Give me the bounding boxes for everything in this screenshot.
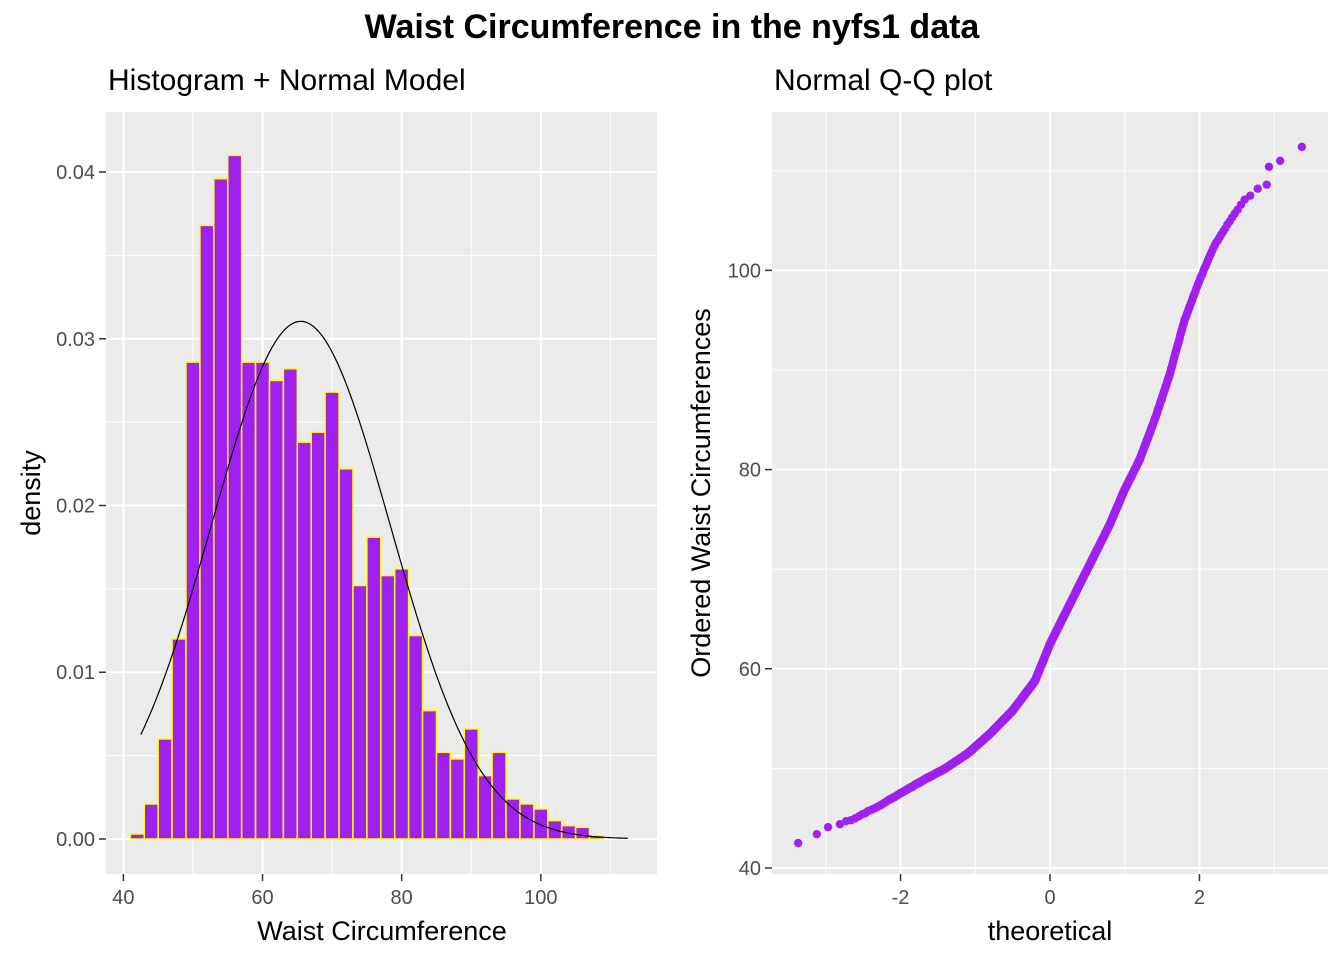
histogram-bar xyxy=(519,803,535,840)
qq-point xyxy=(1246,191,1255,200)
histogram-bar xyxy=(338,468,354,840)
y-tick-label: 0.02 xyxy=(56,496,95,518)
histogram-subtitle: Histogram + Normal Model xyxy=(108,64,466,97)
figure-title: Waist Circumference in the nyfs1 data xyxy=(365,8,981,46)
histogram-bar xyxy=(393,568,410,840)
qq-point xyxy=(823,822,833,832)
histogram-bar xyxy=(491,751,507,840)
histogram-bar xyxy=(129,833,146,840)
histogram-x-axis-label: Waist Circumference xyxy=(257,916,507,946)
histogram-bar xyxy=(157,738,173,840)
y-tick-label: 80 xyxy=(739,460,761,482)
histogram-bar xyxy=(421,709,438,840)
x-tick-label: 100 xyxy=(524,887,557,909)
histogram-bar xyxy=(199,224,215,840)
histogram-bar xyxy=(449,758,466,840)
normal-model-curve xyxy=(140,320,628,839)
qq-point xyxy=(793,838,803,848)
x-tick-label: -2 xyxy=(892,887,910,909)
qq-y-axis-label: Ordered Waist Circumferences xyxy=(686,308,716,678)
histogram-bar xyxy=(226,154,243,840)
qq-point xyxy=(1264,162,1274,171)
histogram-bar xyxy=(268,379,285,840)
histogram-bar xyxy=(143,803,159,840)
histogram-y-ticks: 0.00 0.01 0.02 0.03 0.04 xyxy=(56,162,106,851)
histogram-bar xyxy=(352,584,368,840)
histogram-bar xyxy=(282,368,299,840)
histogram-bar xyxy=(185,361,201,840)
y-tick-label: 40 xyxy=(739,858,761,880)
histogram-bar xyxy=(505,798,521,840)
qq-point xyxy=(1262,180,1271,189)
x-tick-label: 80 xyxy=(391,887,413,909)
histogram-bar xyxy=(407,634,424,840)
y-tick-label: 60 xyxy=(739,659,761,681)
histogram-bar xyxy=(533,808,549,840)
histogram-bar xyxy=(296,441,312,840)
qq-point xyxy=(1275,156,1285,166)
histogram-bar xyxy=(435,751,452,840)
histogram-bar xyxy=(310,431,326,840)
qq-plot-subtitle: Normal Q-Q plot xyxy=(774,64,993,97)
qq-plot-chart: Normal Q-Q plot -2 0 2 40 60 80 100 theoretic… xyxy=(686,64,1328,946)
histogram-bar xyxy=(254,361,271,840)
qq-point xyxy=(1253,184,1262,193)
histogram-chart: Histogram + Normal Model 40 60 80 100 0.000… xyxy=(16,64,657,946)
x-tick-label: 40 xyxy=(112,887,134,909)
y-tick-label: 100 xyxy=(728,260,761,282)
histogram-bar xyxy=(366,536,382,840)
qq-x-axis-label: theoretical xyxy=(988,916,1113,946)
x-tick-label: 0 xyxy=(1044,887,1055,909)
qq-x-ticks: -2 0 2 xyxy=(892,874,1205,909)
y-tick-label: 0.03 xyxy=(56,329,95,351)
y-tick-label: 0.04 xyxy=(56,162,95,184)
x-tick-label: 2 xyxy=(1194,887,1205,909)
qq-point xyxy=(1297,142,1307,152)
histogram-bars xyxy=(129,154,605,840)
histogram-bar xyxy=(574,826,591,840)
histogram-y-axis-label: density xyxy=(16,450,46,536)
x-tick-label: 60 xyxy=(251,887,273,909)
histogram-bar xyxy=(477,774,493,840)
y-tick-label: 0.00 xyxy=(56,829,95,851)
histogram-x-ticks: 40 60 80 100 xyxy=(112,874,558,909)
histogram-bar xyxy=(171,638,187,840)
qq-point xyxy=(812,829,822,839)
histogram-bar xyxy=(324,391,340,840)
histogram-bar xyxy=(240,361,257,840)
qq-y-ticks: 40 60 80 100 xyxy=(728,260,772,880)
qq-points xyxy=(793,142,1307,848)
y-tick-label: 0.01 xyxy=(56,662,95,684)
histogram-bar xyxy=(380,574,396,840)
